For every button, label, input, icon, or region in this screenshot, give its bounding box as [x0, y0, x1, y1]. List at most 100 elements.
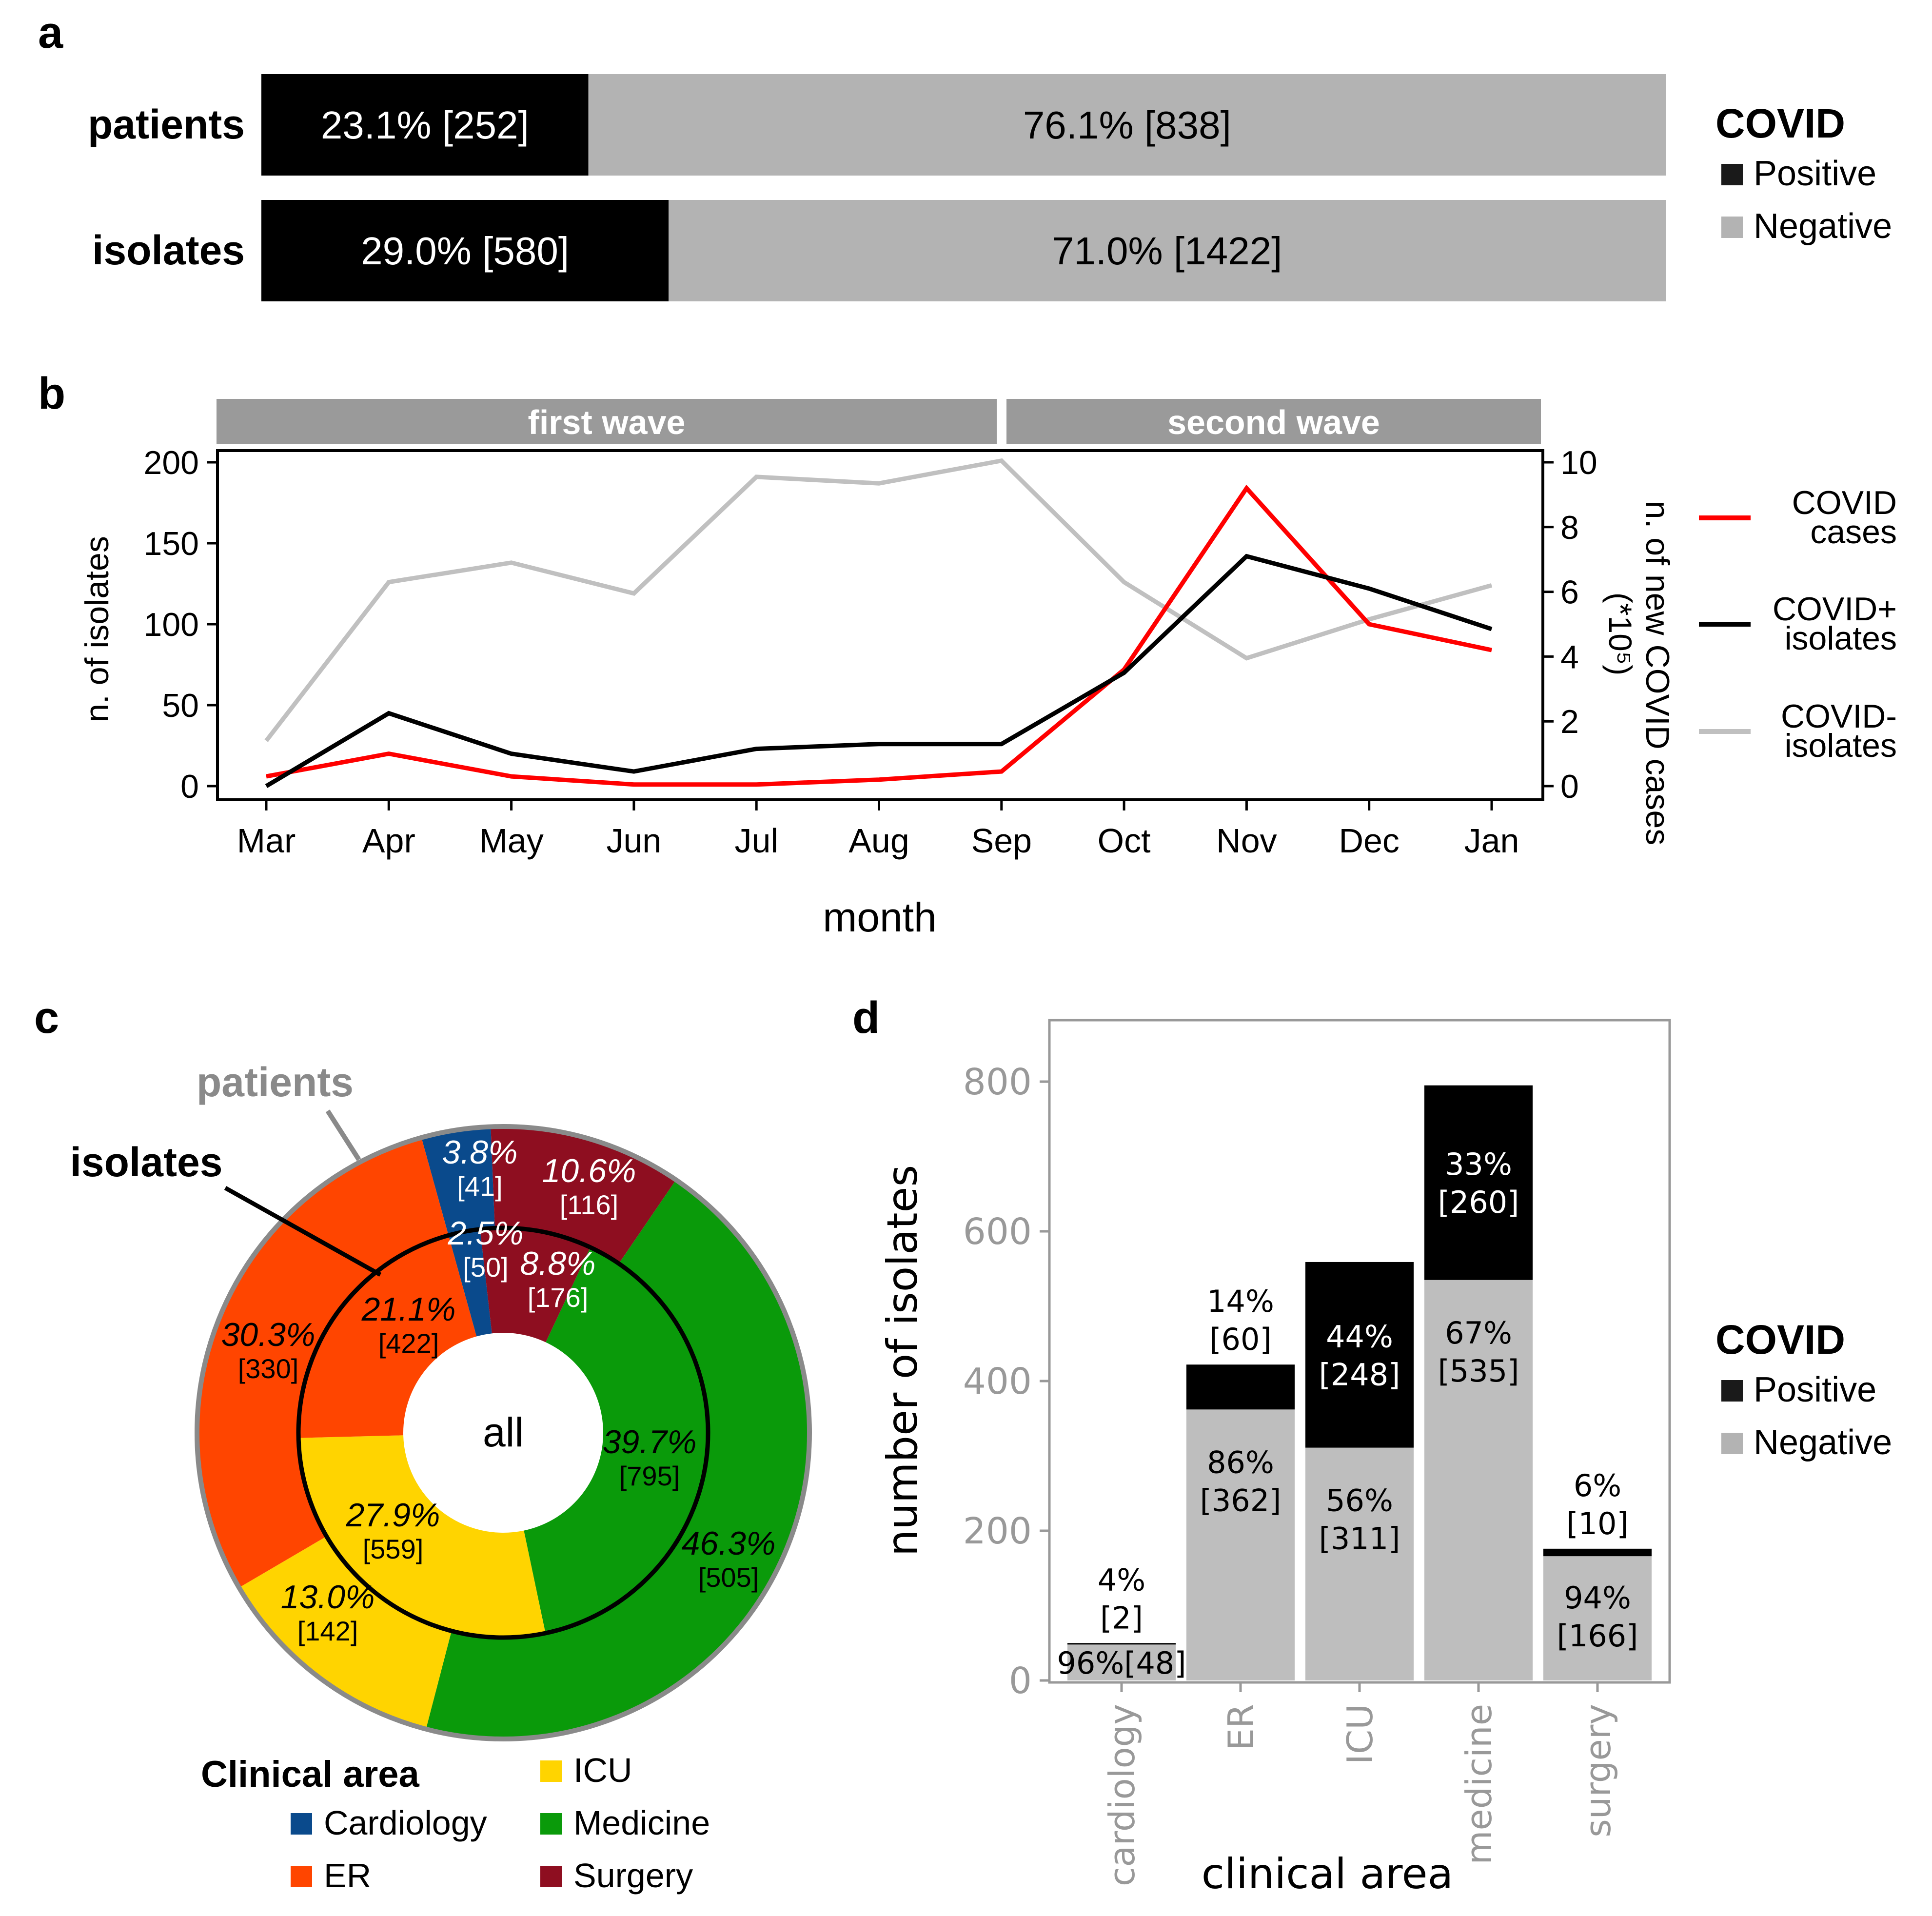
legend-label-positive: Positive: [1754, 154, 1876, 193]
legend-label-cardiology: Cardiology: [324, 1804, 487, 1842]
y-axis-title-right-b: n. of new COVID cases: [1639, 501, 1676, 846]
panel-label-b: b: [38, 369, 65, 418]
xtick-label-jul: Jul: [734, 822, 778, 860]
wave-label-second-wave: second wave: [1167, 403, 1380, 441]
xtick-label-d-cardiology: cardiology: [1102, 1704, 1143, 1886]
bar-label-positive-pct-icu: 44%: [1326, 1319, 1393, 1354]
clinical-area-legend: Clinical area Cardiology ER ICU Medicine…: [201, 1751, 710, 1895]
legend-swatch-icu: [540, 1760, 562, 1782]
bar-positive-cardiology: [1067, 1643, 1176, 1645]
legend-swatch-negative: [1721, 217, 1743, 238]
legend-label-er: ER: [324, 1857, 371, 1895]
clinical-area-legend-title: Clinical area: [201, 1754, 420, 1795]
bar-label-negative-cardiology: 96%[48]: [1057, 1645, 1186, 1681]
bar-label-positive-patients: 23.1% [252]: [321, 103, 529, 147]
slice-isolates-cardiology: [448, 1229, 492, 1337]
bar-label-positive-count-surgery: [10]: [1566, 1506, 1628, 1541]
bar-label-negative-pct-medicine: 67%: [1445, 1315, 1512, 1351]
bar-label-positive-count-cardiology: [2]: [1100, 1600, 1143, 1636]
bar-label-positive-pct-medicine: 33%: [1445, 1146, 1512, 1182]
slice-patients-icu: [239, 1536, 452, 1729]
slice-patients-cardiology: [421, 1126, 495, 1236]
ring-border-patients: [195, 1124, 812, 1741]
xtick-label-sep: Sep: [971, 822, 1032, 860]
x-axis-title-b: month: [823, 894, 936, 940]
covid-legend-title: COVID: [1715, 100, 1845, 146]
ytick-label-d-0: 0: [1009, 1660, 1032, 1702]
bar-label-negative-pct-surgery: 94%: [1564, 1580, 1631, 1616]
slice-label-count-patients-medicine: [505]: [698, 1562, 759, 1593]
legend-swatch-medicine: [540, 1813, 562, 1835]
line-covid-isolates: [264, 458, 1493, 742]
xtick-label-mar: Mar: [237, 822, 296, 860]
slice-label-count-isolates-medicine: [795]: [619, 1461, 680, 1491]
legend-swatch-cardiology: [291, 1813, 312, 1835]
covid-legend-title-d: COVID: [1715, 1317, 1845, 1363]
ring-border-isolates: [296, 1225, 710, 1640]
ring-label-patients: patients: [197, 1059, 354, 1105]
slice-label-count-patients-er: [330]: [238, 1353, 299, 1384]
y-axis-title-d: number of isolates: [878, 1165, 927, 1557]
leader-line-patients: [325, 1109, 361, 1161]
slice-label-count-isolates-icu: [559]: [363, 1534, 424, 1564]
ytick-right-label-8: 8: [1560, 509, 1579, 546]
xtick-label-d-er: ER: [1221, 1704, 1262, 1751]
panel-c-nested-donut: all 3.8%[41] 10.6%[116] 46.3%[505] 13.0%[142…: [70, 1059, 812, 1741]
xtick-label-aug: Aug: [848, 822, 909, 860]
slice-label-pct-patients-surgery: 10.6%: [542, 1152, 636, 1189]
slice-label-pct-isolates-er: 21.1%: [361, 1291, 456, 1328]
wave-strip-second-wave: [1006, 399, 1541, 444]
bar-label-negative-count-icu: [311]: [1319, 1521, 1400, 1557]
slice-label-pct-patients-icu: 13.0%: [281, 1579, 375, 1616]
bar-label-negative-isolates: 71.0% [1422]: [1052, 229, 1282, 273]
slice-label-pct-isolates-icu: 27.9%: [346, 1497, 440, 1534]
legend-swatch-negative-d: [1721, 1433, 1743, 1454]
xtick-label-d-medicine: medicine: [1459, 1704, 1499, 1865]
y-axis-subtitle-right-b: (*10⁵): [1602, 593, 1638, 675]
bar-positive-icu: [1305, 1262, 1414, 1448]
legend-swatch-positive: [1721, 164, 1743, 185]
bar-label-negative-count-surgery: [166]: [1557, 1618, 1638, 1654]
slice-isolates-medicine: [524, 1247, 709, 1633]
line-covid-isolates: [265, 553, 1493, 788]
ytick-right-label-4: 4: [1560, 638, 1579, 675]
bar-positive-surgery: [1543, 1548, 1652, 1557]
xtick-label-d-icu: ICU: [1340, 1704, 1380, 1764]
legend-label-icu: ICU: [573, 1751, 632, 1789]
ytick-left-label-0: 0: [180, 768, 199, 805]
ytick-label-d-800: 800: [963, 1061, 1032, 1103]
leader-line-isolates: [224, 1186, 382, 1277]
bar-label-positive-isolates: 29.0% [580]: [361, 229, 569, 273]
xtick-label-nov: Nov: [1216, 822, 1277, 860]
bar-positive-er: [1186, 1364, 1295, 1410]
slice-isolates-icu: [298, 1435, 546, 1638]
slice-label-pct-isolates-surgery: 8.8%: [520, 1245, 596, 1282]
legend-label-negative-d: Negative: [1754, 1423, 1892, 1462]
bar-negative-er: [1186, 1409, 1295, 1680]
legend-swatch-surgery: [540, 1866, 562, 1887]
panel-a-stacked-bars: patients 23.1% [252] 76.1% [838] isolates 29…: [88, 74, 1666, 301]
covid-legend-d: COVID Positive Negative: [1715, 1317, 1892, 1462]
wave-label-first-wave: first wave: [528, 403, 686, 441]
legend-label-negative: Negative: [1754, 207, 1892, 246]
donut-center-label: all: [483, 1409, 524, 1455]
slice-label-count-isolates-surgery: [176]: [528, 1282, 589, 1313]
panel-label-c: c: [34, 993, 59, 1043]
bar-label-negative-count-medicine: [535]: [1438, 1353, 1519, 1389]
line-covid-cases: [266, 484, 1492, 787]
legend-label-covid-cases-2: cases: [1810, 514, 1897, 551]
panel-b-line-chart: first wave second wave 0 50 100 150 200 0 2 4 6 8 10…: [79, 399, 1897, 940]
bar-label-positive-pct-surgery: 6%: [1574, 1468, 1621, 1503]
bar-label-negative-count-er: [362]: [1200, 1482, 1281, 1518]
legend-label-covid-isolates-1: COVID+: [1773, 591, 1897, 628]
bar-positive-patients: [261, 74, 589, 176]
ytick-right-label-0: 0: [1560, 768, 1579, 805]
slice-isolates-er: [298, 1235, 477, 1438]
slice-label-pct-patients-er: 30.3%: [221, 1316, 315, 1353]
slice-patients-medicine: [426, 1180, 809, 1739]
xtick-label-may: May: [479, 822, 543, 860]
bar-label-negative-pct-er: 86%: [1207, 1444, 1274, 1480]
bar-negative-medicine: [1424, 1280, 1533, 1680]
bar-label-positive-count-er: [60]: [1209, 1322, 1271, 1357]
bar-positive-isolates: [261, 200, 669, 301]
